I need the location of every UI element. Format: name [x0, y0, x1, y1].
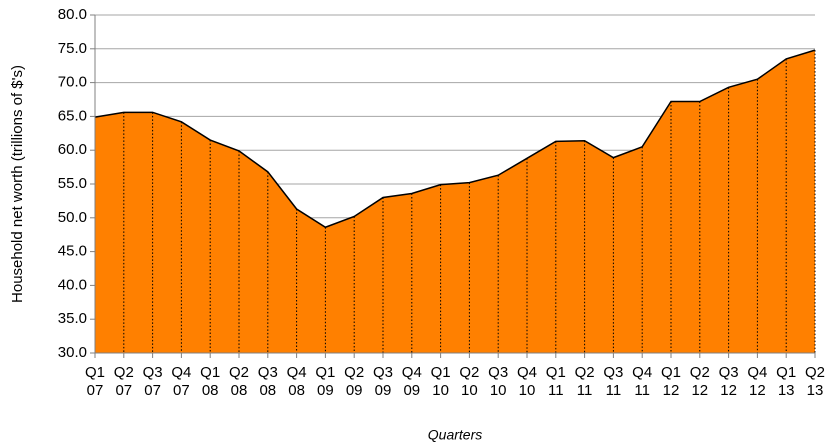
x-tick-label: Q2 07: [113, 364, 134, 399]
x-tick-label: Q2 12: [689, 364, 710, 399]
x-axis-title: Quarters: [428, 427, 482, 443]
x-tick-label: Q1 11: [545, 364, 566, 399]
x-tick-label: Q4 12: [747, 364, 768, 399]
x-tick-label: Q2 08: [228, 364, 249, 399]
x-tick-label: Q1 12: [660, 364, 681, 399]
y-axis-title: Household net worth (trillions of $'s): [9, 65, 26, 303]
x-tick-label: Q4 10: [516, 364, 537, 399]
x-tick-label: Q3 12: [718, 364, 739, 399]
x-tick-label: Q1 10: [430, 364, 451, 399]
x-tick-label: Q2 11: [574, 364, 595, 399]
x-tick-label: Q1 13: [776, 364, 797, 399]
y-tick-label: 75.0: [58, 40, 87, 57]
x-tick-label: Q4 07: [171, 364, 192, 399]
y-tick-label: 80.0: [58, 6, 87, 23]
y-tick-label: 45.0: [58, 243, 87, 260]
x-tick-label: Q2 10: [459, 364, 480, 399]
y-tick-label: 70.0: [58, 74, 87, 91]
x-tick-label: Q3 11: [603, 364, 624, 399]
y-tick-label: 30.0: [58, 344, 87, 361]
x-tick-label: Q1 09: [315, 364, 336, 399]
x-tick-label: Q3 08: [257, 364, 278, 399]
y-tick-label: 35.0: [58, 310, 87, 327]
area: [95, 50, 815, 353]
x-tick-label: Q2 13: [804, 364, 825, 399]
area-outline: [94, 49, 816, 229]
x-tick-label: Q3 09: [372, 364, 393, 399]
x-tick-label: Q2 09: [344, 364, 365, 399]
x-tick-label: Q4 09: [401, 364, 422, 399]
x-tick-label: Q3 10: [488, 364, 509, 399]
y-tick-label: 60.0: [58, 141, 87, 158]
y-tick-label: 50.0: [58, 209, 87, 226]
x-tick-label: Q1 08: [200, 364, 221, 399]
x-tick-label: Q3 07: [142, 364, 163, 399]
x-tick-label: Q4 11: [632, 364, 653, 399]
x-tick-label: Q4 08: [286, 364, 307, 399]
x-tick-label: Q1 07: [84, 364, 105, 399]
y-tick-label: 65.0: [58, 107, 87, 124]
y-tick-label: 40.0: [58, 276, 87, 293]
y-tick-label: 55.0: [58, 175, 87, 192]
